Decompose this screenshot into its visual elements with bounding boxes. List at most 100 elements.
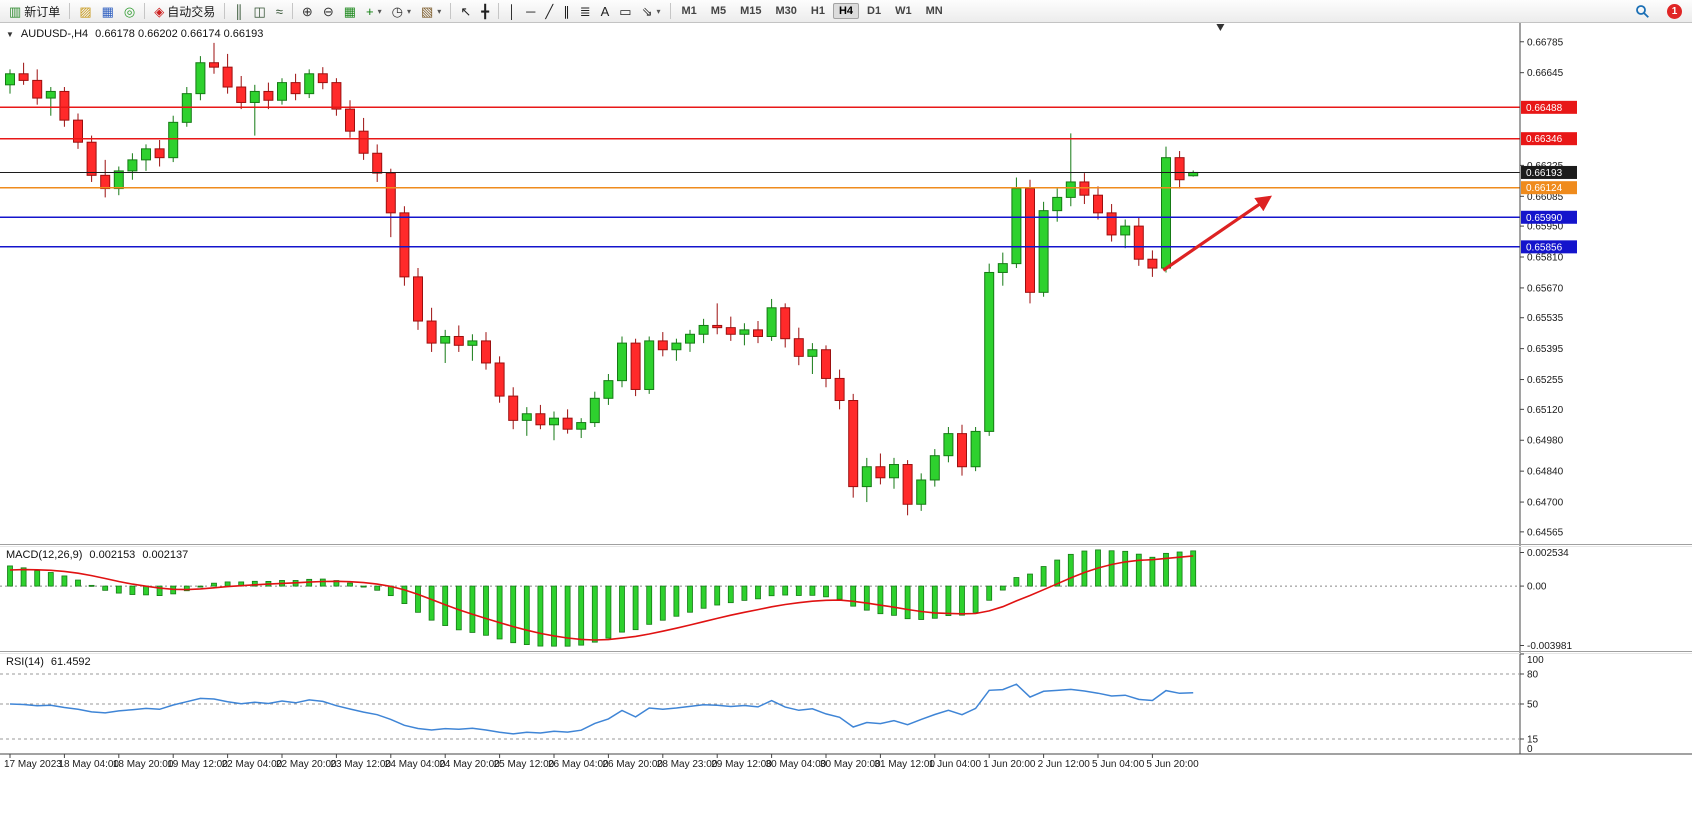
cursor-icon[interactable]: ↖ <box>456 2 475 21</box>
crosshair-icon-glyph: ╋ <box>481 3 490 19</box>
timeframe-w1-button[interactable]: W1 <box>895 5 912 17</box>
time-tick-label: 1 Jun 20:00 <box>983 759 1036 770</box>
price-axis[interactable]: 0.667850.666450.662250.660850.659500.658… <box>1519 23 1577 754</box>
periods-icon-glyph: ◷ <box>391 3 403 19</box>
timeframe-mn-button[interactable]: MN <box>925 5 943 17</box>
dropdown-caret-icon: ▾ <box>437 6 442 16</box>
text-icon[interactable]: A <box>597 2 614 21</box>
zoom-out-icon-glyph: ⊖ <box>322 3 334 19</box>
rsi-axis-label: 0 <box>1527 744 1533 755</box>
new-order-button-label: 新订单 <box>24 4 61 19</box>
price-tick-label: 0.64700 <box>1527 498 1564 509</box>
price-tag <box>1521 181 1577 195</box>
layouts-icon[interactable]: ▨ <box>75 2 95 21</box>
trend-arrow-annotation[interactable] <box>1162 195 1272 272</box>
equidistant-channel-icon-glyph: ∥ <box>563 3 570 19</box>
chart-window[interactable]: 0.667850.666450.662250.660850.659500.658… <box>0 23 1692 838</box>
time-tick-label: 22 May 20:00 <box>276 759 337 770</box>
chart-shift-marker[interactable] <box>1216 24 1225 31</box>
trendline-icon[interactable]: ╱ <box>541 2 557 21</box>
indicators-icon[interactable]: + ▾ <box>362 2 386 21</box>
timeframe-d1-button[interactable]: D1 <box>867 5 882 17</box>
toolbar-separator <box>224 3 226 19</box>
new-order-button-glyph: ▥ <box>9 3 22 19</box>
templates-icon-glyph: ▧ <box>421 3 434 19</box>
zoom-in-icon[interactable]: ⊕ <box>298 2 317 21</box>
timeframe-m15-button[interactable]: M15 <box>740 5 762 17</box>
periods-icon[interactable]: ◷ ▾ <box>388 2 415 21</box>
time-tick-label: 1 Jun 04:00 <box>929 759 982 770</box>
time-tick-label: 31 May 12:00 <box>874 759 935 770</box>
timeframe-m1-button[interactable]: M1 <box>681 5 697 17</box>
chart-canvas[interactable]: 0.667850.666450.662250.660850.659500.658… <box>0 23 1692 783</box>
text-label-icon[interactable]: ▭ <box>615 2 635 21</box>
price-tag <box>1521 165 1577 179</box>
dropdown-caret-icon: ▾ <box>406 6 411 16</box>
price-tag-label: 0.66193 <box>1526 168 1563 179</box>
rsi-panel: 100 80 50 150 <box>0 653 1544 755</box>
timeframe-m5-button[interactable]: M5 <box>710 5 727 17</box>
time-tick-label: 24 May 20:00 <box>439 759 500 770</box>
zoom-out-icon[interactable]: ⊖ <box>319 2 338 21</box>
time-tick-label: 17 May 2023 <box>4 759 62 770</box>
fibonacci-icon[interactable]: ≣ <box>576 2 595 21</box>
price-tag <box>1521 240 1577 254</box>
time-tick-label: 28 May 23:00 <box>657 759 718 770</box>
rsi-axis-label: 50 <box>1527 700 1539 711</box>
notification-badge[interactable]: 1 <box>1667 3 1682 19</box>
price-tag-label: 0.65990 <box>1526 213 1563 224</box>
timeframe-m30-button[interactable]: M30 <box>775 5 797 17</box>
templates-icon[interactable]: ▧ ▾ <box>417 2 445 21</box>
candlestick-chart-icon-glyph: ◫ <box>253 3 266 19</box>
price-tick-label: 0.66645 <box>1527 68 1564 79</box>
rsi-axis-label: 80 <box>1527 670 1539 681</box>
dropdown-caret-icon: ▾ <box>377 6 382 16</box>
time-tick-label: 26 May 04:00 <box>548 759 609 770</box>
bar-chart-icon[interactable]: ║ <box>230 2 247 21</box>
equidistant-channel-icon[interactable]: ∥ <box>559 2 574 21</box>
time-tick-label: 22 May 04:00 <box>222 759 283 770</box>
time-tick-label: 18 May 04:00 <box>58 759 119 770</box>
timeframe-h4-button[interactable]: H4 <box>832 3 860 19</box>
time-tick-label: 23 May 12:00 <box>330 759 391 770</box>
candlestick-chart-icon[interactable]: ◫ <box>249 2 269 21</box>
time-tick-label: 26 May 20:00 <box>602 759 663 770</box>
price-tick-label: 0.66085 <box>1527 192 1564 203</box>
arrows-tool-icon[interactable]: ⇘ ▾ <box>638 2 665 21</box>
toolbar-separator <box>291 3 293 19</box>
price-tag-label: 0.65856 <box>1526 242 1563 253</box>
tile-windows-icon[interactable]: ▦ <box>340 2 360 21</box>
price-tick-label: 0.65395 <box>1527 344 1564 355</box>
market-watch-icon[interactable]: ▦ <box>98 2 118 21</box>
timeframe-h1-button[interactable]: H1 <box>810 5 825 17</box>
refresh-icon[interactable]: ◎ <box>120 2 139 21</box>
new-order-button[interactable]: ▥ 新订单 <box>5 2 64 21</box>
tile-windows-icon-glyph: ▦ <box>343 3 357 19</box>
price-tick-label: 0.64565 <box>1527 527 1564 538</box>
line-chart-icon-glyph: ≈ <box>275 3 283 19</box>
vertical-line-icon-glyph: │ <box>508 3 517 19</box>
toolbar-buttons: ▥ 新订单 ▨ ▦ ◎ ◈ 自动交易 ║ ◫ ≈ ⊕ ⊖ ▦ + ▾ ◷ ▾ ▧ ▾ ↖ ╋ │ ─ ╱ ∥ ≣ A ▭ ⇘ ▾ <box>4 2 675 21</box>
vertical-line-icon[interactable]: │ <box>504 2 520 21</box>
price-tick-label: 0.65810 <box>1527 253 1564 264</box>
price-tag <box>1521 132 1577 146</box>
auto-trading-button-glyph: ◈ <box>154 3 165 19</box>
crosshair-icon[interactable]: ╋ <box>477 2 493 21</box>
horizontal-line-icon[interactable]: ─ <box>522 2 539 21</box>
price-tick-label: 0.64980 <box>1527 436 1564 447</box>
price-tick-label: 0.65255 <box>1527 375 1564 386</box>
time-tick-label: 30 May 20:00 <box>820 759 881 770</box>
macd-axis-label: -0.003981 <box>1527 641 1572 652</box>
trendline-icon-glyph: ╱ <box>545 3 554 19</box>
line-chart-icon[interactable]: ≈ <box>272 2 287 21</box>
dropdown-caret-icon: ▾ <box>656 6 661 16</box>
text-label-icon-glyph: ▭ <box>619 3 632 19</box>
level-lines-layer[interactable] <box>0 106 1520 248</box>
time-tick-label: 5 Jun 20:00 <box>1146 759 1199 770</box>
refresh-icon-glyph: ◎ <box>123 3 136 19</box>
auto-trading-button[interactable]: ◈ 自动交易 <box>150 2 219 21</box>
bar-chart-icon-glyph: ║ <box>234 3 244 19</box>
price-tick-label: 0.65535 <box>1527 313 1564 324</box>
search-icon[interactable] <box>1631 2 1654 21</box>
